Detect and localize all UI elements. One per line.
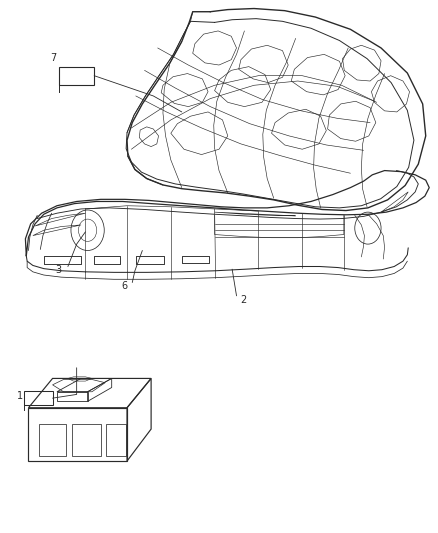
Text: 7: 7	[50, 53, 57, 63]
Text: 1: 1	[17, 391, 23, 401]
Bar	[72, 424, 101, 456]
Text: 3: 3	[55, 265, 61, 274]
Text: 2: 2	[240, 295, 246, 304]
Text: 6: 6	[121, 281, 127, 290]
Bar	[39, 424, 66, 456]
Bar	[106, 424, 126, 456]
